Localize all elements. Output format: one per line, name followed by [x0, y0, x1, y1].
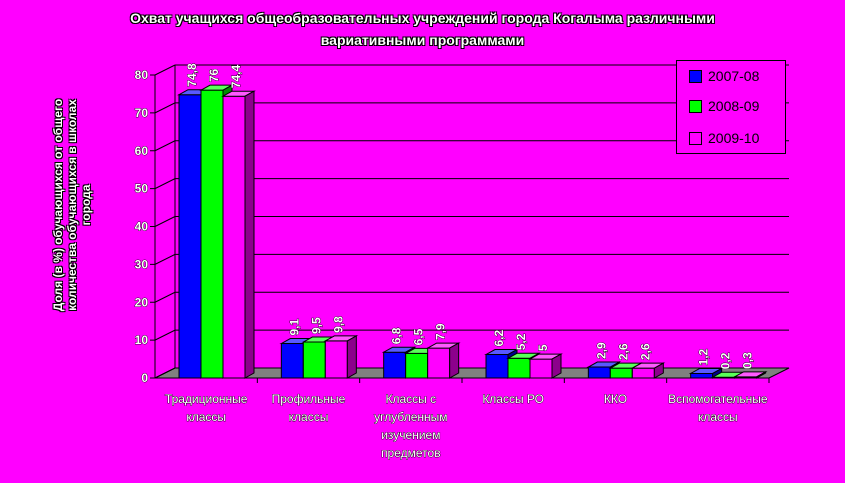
legend-swatch-2008-09: [689, 99, 702, 113]
legend: 2007-08 2008-09 2009-10: [676, 60, 786, 154]
bar-front: [302, 341, 326, 379]
bar-front: [383, 351, 407, 379]
x-category-label-line: Традиционные: [165, 392, 248, 406]
bar: [528, 353, 563, 379]
gridline-side: [154, 140, 176, 152]
bar-front: [427, 347, 451, 379]
gridline-side: [154, 102, 176, 114]
x-category-label-line: Вспомогательные: [668, 392, 768, 406]
bar: [425, 342, 461, 379]
x-category-label: Вспомогательные классы: [668, 392, 768, 424]
bar-front: [178, 94, 202, 379]
y-tick-label: 10: [135, 333, 149, 347]
y-tick-label: 60: [135, 144, 149, 158]
bar: [732, 371, 768, 379]
data-label: 9,5: [309, 317, 323, 334]
data-label: 9,1: [287, 319, 301, 336]
data-label: 6,8: [390, 327, 404, 344]
x-category-label-line: классы: [698, 410, 738, 424]
x-category-label-line: Классы с: [386, 392, 437, 406]
legend-item-2007-08: 2007-08: [689, 67, 759, 85]
data-label: 2,6: [638, 343, 652, 360]
data-label: 2,6: [616, 343, 630, 360]
bar-front: [587, 366, 611, 379]
y-tick-label: 50: [135, 182, 149, 196]
x-category-label-line: предметов: [381, 446, 441, 460]
data-label: 76: [207, 68, 221, 82]
x-category-label-line: ККО: [604, 392, 627, 406]
bar-front: [690, 372, 714, 379]
x-category-label-line: классы: [289, 410, 329, 424]
y-tick-label: 0: [141, 371, 148, 385]
x-category-label-line: классы: [186, 410, 226, 424]
bar-side: [449, 342, 460, 379]
bar-front: [609, 367, 633, 379]
data-label: 6,2: [492, 330, 506, 347]
bar-front: [280, 343, 304, 379]
chart-title-line-1: Охват учащихся общеобразовательных учреж…: [130, 10, 715, 26]
bar-side: [653, 362, 664, 379]
gridline-side: [154, 253, 176, 265]
data-label: 9,8: [331, 316, 345, 333]
gridline-side: [154, 367, 176, 379]
data-label: 74,4: [229, 65, 243, 89]
x-category-label: Классы РО: [482, 392, 544, 406]
data-label: 7,9: [434, 323, 448, 340]
legend-item-2009-10: 2009-10: [689, 129, 759, 147]
bar-front: [222, 95, 246, 379]
bar: [630, 362, 666, 379]
x-category-label: Профильные классы: [272, 392, 346, 424]
data-label: 0,2: [719, 352, 733, 369]
data-label: 5,2: [514, 333, 528, 350]
bar-front: [529, 358, 553, 379]
x-category-label-line: изучением: [381, 428, 440, 442]
data-label: 0,3: [741, 352, 755, 369]
gridline-side: [154, 216, 176, 227]
x-category-label-line: углубленным: [374, 410, 447, 424]
gridline-side: [154, 178, 176, 190]
chart-title-line-2: вариативными программами: [320, 32, 525, 48]
y-tick-label: 40: [135, 220, 149, 234]
data-label: 6,5: [412, 328, 426, 345]
data-label: 2,9: [594, 342, 608, 359]
bar-front: [485, 354, 509, 379]
bar-side: [756, 371, 767, 379]
data-label: 5: [536, 344, 550, 351]
bar-front: [631, 367, 655, 379]
y-tick-label: 80: [135, 68, 149, 82]
bar-side: [244, 90, 255, 379]
y-tick-label: 70: [135, 106, 149, 120]
bar-front: [507, 357, 531, 379]
gridline-side: [154, 291, 176, 303]
legend-swatch-2009-10: [689, 131, 702, 145]
x-category-label-line: Профильные: [272, 392, 346, 406]
legend-item-2008-09: 2008-09: [689, 97, 759, 115]
bar-front: [324, 340, 348, 379]
data-label: 74,8: [185, 63, 199, 87]
legend-label-2008-09: 2008-09: [708, 98, 760, 114]
y-tick-label: 20: [135, 295, 149, 309]
bar-front: [200, 89, 224, 379]
bar: [221, 90, 256, 379]
legend-label-2009-10: 2009-10: [708, 130, 760, 146]
y-tick-label: 30: [135, 257, 149, 271]
gridline-side: [154, 329, 176, 341]
x-category-label-line: Классы РО: [482, 392, 544, 406]
x-category-label: Классы с углубленным изучением предметов: [374, 392, 447, 460]
gridline-side: [154, 64, 176, 76]
bar-front: [405, 352, 429, 379]
legend-swatch-2007-08: [689, 69, 702, 83]
x-category-label: Традиционные классы: [165, 392, 248, 424]
bar-side: [551, 353, 562, 379]
bar-side: [346, 335, 357, 379]
legend-label-2007-08: 2007-08: [708, 68, 760, 84]
x-category-label: ККО: [604, 392, 627, 406]
data-label: 1,2: [697, 348, 711, 365]
bar: [323, 335, 359, 379]
